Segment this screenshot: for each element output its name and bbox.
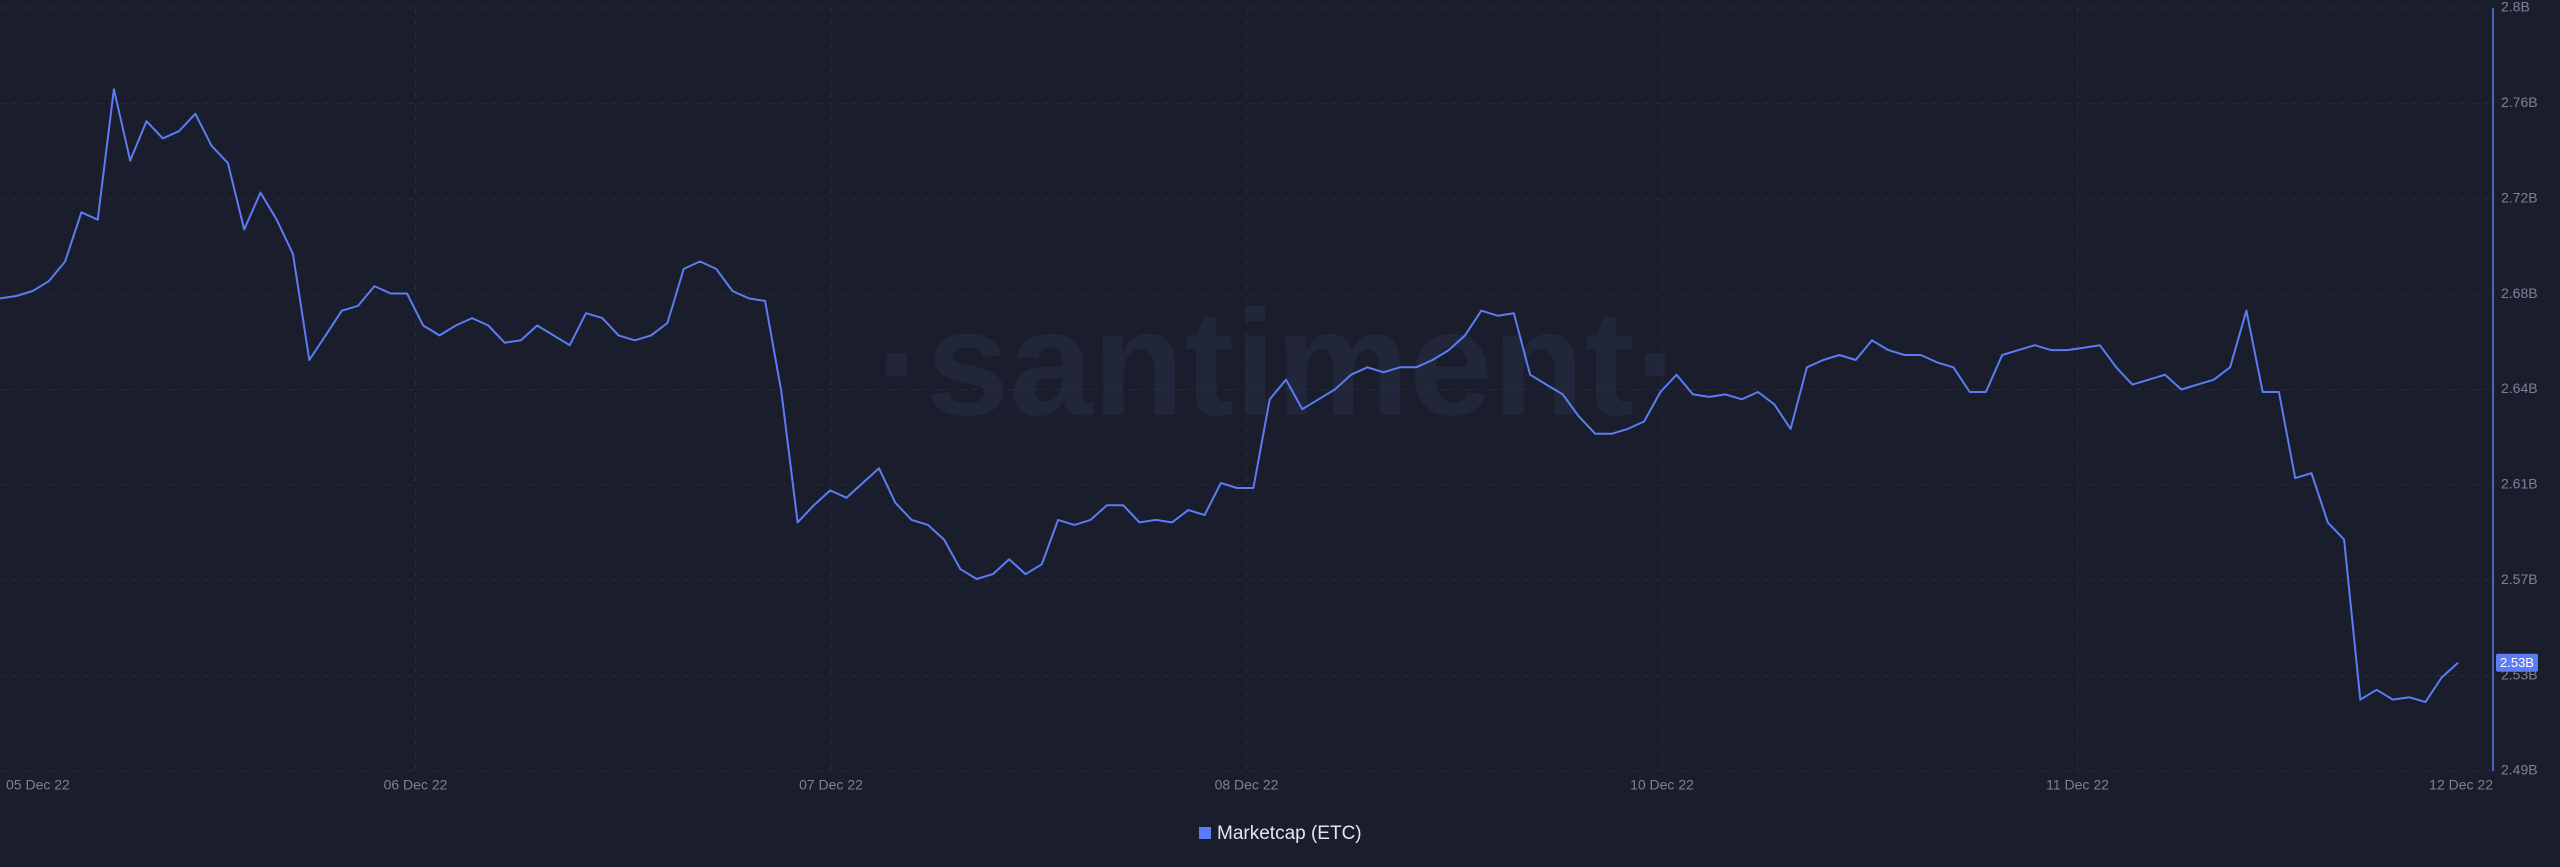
legend-swatch bbox=[1199, 827, 1211, 839]
y-tick-label: 2.57B bbox=[2501, 571, 2538, 587]
y-tick-label: 2.49B bbox=[2501, 762, 2538, 778]
y-tick-label: 2.72B bbox=[2501, 189, 2538, 205]
y-tick-label: 2.68B bbox=[2501, 285, 2538, 301]
data-line bbox=[0, 88, 2459, 704]
y-tick-label: 2.64B bbox=[2501, 380, 2538, 396]
x-tick-label: 06 Dec 22 bbox=[384, 777, 448, 793]
current-value-tag bbox=[2496, 653, 2538, 672]
x-tick-label: 11 Dec 22 bbox=[2046, 777, 2109, 793]
current-value-label: 2.53B bbox=[2500, 655, 2534, 670]
x-tick-label: 12 Dec 22 bbox=[2429, 777, 2493, 793]
x-tick-label: 07 Dec 22 bbox=[799, 777, 863, 793]
x-tick-label: 05 Dec 22 bbox=[6, 777, 70, 793]
y-tick-label: 2.76B bbox=[2501, 94, 2538, 110]
y-tick-label: 2.61B bbox=[2501, 476, 2538, 492]
legend-label: Marketcap (ETC) bbox=[1217, 823, 1362, 844]
y-tick-label: 2.8B bbox=[2501, 0, 2530, 15]
x-tick-label: 10 Dec 22 bbox=[1630, 777, 1694, 793]
x-tick-label: 08 Dec 22 bbox=[1215, 777, 1279, 793]
watermark: ·santiment· bbox=[876, 279, 1684, 447]
